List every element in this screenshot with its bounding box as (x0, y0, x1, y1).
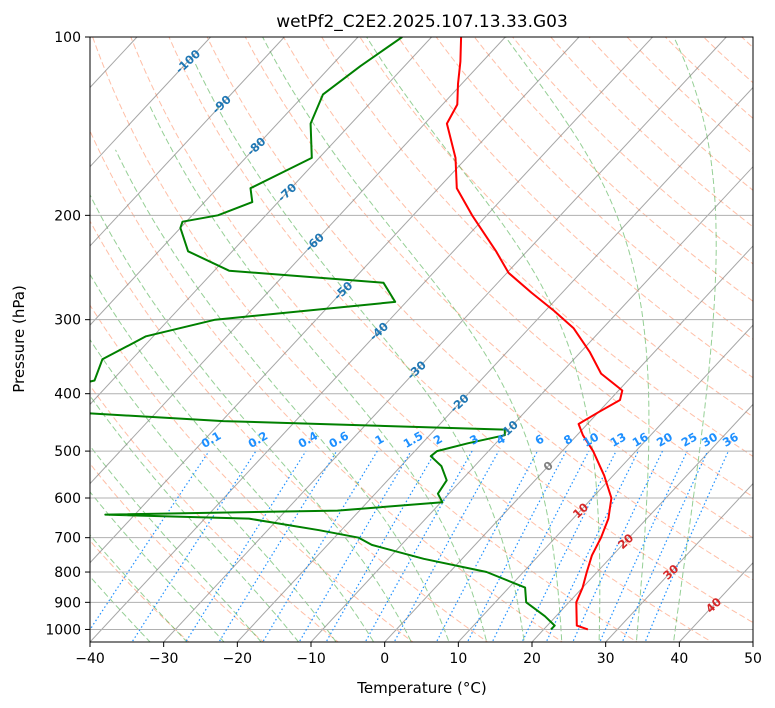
y-tick-label: 1000 (45, 622, 81, 638)
x-tick-label: −20 (223, 651, 253, 667)
isotherm-line (90, 37, 359, 326)
mixing-ratio-line (90, 450, 210, 631)
moist-adiabat (90, 394, 300, 642)
isotherm-line (90, 37, 580, 564)
x-tick-label: 0 (380, 651, 389, 667)
dry-adiabat (90, 129, 564, 642)
dry-adiabat (473, 37, 753, 302)
moist-adiabat (90, 445, 262, 642)
background-lines (90, 37, 753, 642)
isotherm-line (90, 37, 653, 642)
dry-adiabat (90, 384, 340, 642)
moist-adiabat (673, 37, 717, 642)
isotherm-line (90, 37, 432, 406)
mixing-ratio-label: 30 (699, 430, 720, 450)
isotherm-line (457, 324, 753, 642)
mixing-ratio-line (218, 450, 338, 642)
sounding-profiles (90, 37, 624, 631)
y-tick-label: 600 (54, 491, 81, 507)
isotherm-line (90, 37, 506, 485)
moist-adiabat (90, 273, 375, 642)
mixing-ratio-label: 36 (720, 430, 741, 450)
y-tick-label: 900 (54, 595, 81, 611)
chart-title: wetPf2_C2E2.2025.107.13.33.G03 (276, 12, 568, 32)
x-tick-label: 10 (449, 651, 467, 667)
mixing-ratio-line (298, 450, 412, 642)
mixing-ratio-line (466, 450, 567, 642)
mixing-ratio-label: 10 (580, 430, 601, 450)
y-tick-label: 200 (54, 208, 81, 224)
x-tick-label: 20 (523, 651, 541, 667)
mixing-ratio-line (491, 450, 590, 642)
moist-adiabat (115, 149, 450, 642)
y-tick-label: 700 (54, 531, 81, 547)
moist-adiabat (90, 534, 188, 642)
isotherm-line (531, 403, 753, 642)
dry-adiabat (435, 37, 753, 340)
mixing-ratio-line (131, 450, 257, 642)
dry-adiabat (90, 463, 265, 642)
x-tick-label: −10 (296, 651, 326, 667)
y-axis-title: Pressure (hPa) (10, 285, 28, 393)
y-tick-label: 100 (54, 30, 81, 46)
isotherm-line (90, 37, 285, 247)
line-labels: 0.1 0.2 0.4 0.6 1 1.5 2 3 4 6 8 10 13 16 20 25 30 36-100-… (173, 47, 741, 616)
x-tick-label: −40 (75, 651, 105, 667)
isotherm-line (236, 86, 753, 642)
y-tick-label: 400 (54, 387, 81, 403)
isotherm-line (310, 165, 753, 642)
isotherm-line (384, 245, 753, 642)
dry-adiabat (90, 220, 489, 642)
mixing-ratio-line (185, 450, 307, 642)
moist-adiabat (504, 37, 650, 642)
mixing-ratio-label: 16 (630, 430, 651, 450)
mixing-ratio-label: 20 (654, 430, 675, 450)
mixing-ratio-line (572, 450, 664, 642)
y-tick-label: 300 (54, 313, 81, 329)
mixing-ratio-line (545, 450, 639, 642)
dry-adiabat (359, 37, 753, 418)
mixing-ratio-line (435, 450, 539, 642)
axes: −40 −30 −20 −10 0 10 20 30 40 50 100 200 300 400 500 60… (45, 30, 762, 667)
isotherm-line (163, 37, 727, 642)
dry-adiabat (92, 37, 638, 642)
isotherm-line (605, 482, 753, 642)
dewpoint-profile (90, 37, 556, 631)
y-tick-label: 500 (54, 444, 81, 460)
isotherm-line (90, 37, 211, 168)
moist-adiabat (262, 37, 563, 642)
dry-adiabat (130, 37, 713, 642)
dry-adiabat (282, 37, 753, 498)
temperature-profile (445, 37, 624, 631)
x-tick-label: −30 (149, 651, 179, 667)
x-tick-label: 40 (670, 651, 688, 667)
moist-adiabat (90, 491, 225, 642)
y-tick-label: 800 (54, 565, 81, 581)
x-tick-label: 50 (744, 651, 762, 667)
x-axis-title: Temperature (°C) (356, 679, 486, 697)
moist-adiabat (90, 193, 412, 642)
plot-frame (89, 36, 754, 643)
x-tick-label: 30 (597, 651, 615, 667)
mixing-ratio-label: 13 (608, 430, 629, 450)
moist-adiabat (193, 61, 525, 642)
mixing-ratio-label: 25 (679, 430, 700, 450)
dry-adiabat (244, 37, 753, 539)
dry-adiabat (168, 37, 753, 624)
